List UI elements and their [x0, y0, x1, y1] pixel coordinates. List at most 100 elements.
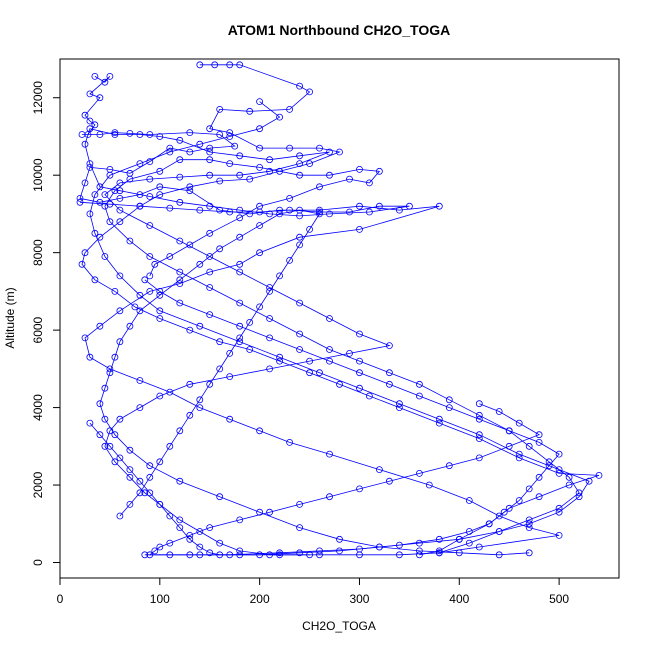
- data-point: [196, 260, 204, 268]
- data-point: [246, 318, 254, 326]
- data-point: [276, 272, 284, 280]
- data-point: [395, 541, 403, 549]
- data-point: [465, 497, 473, 504]
- data-point: [336, 547, 343, 555]
- data-point: [276, 549, 284, 557]
- data-point: [306, 551, 314, 559]
- data-point: [166, 144, 174, 152]
- data-point: [395, 551, 403, 559]
- data-point: [176, 136, 184, 144]
- data-point: [101, 415, 109, 423]
- data-point: [375, 466, 383, 474]
- data-point: [116, 415, 124, 423]
- data-point: [266, 508, 274, 516]
- data-point: [91, 121, 99, 129]
- data-series: [96, 206, 533, 559]
- data-point: [136, 477, 144, 485]
- data-point: [356, 225, 363, 233]
- data-point: [356, 165, 363, 173]
- data-point: [206, 380, 214, 388]
- data-point: [206, 144, 214, 152]
- data-point: [405, 202, 413, 210]
- data-point: [146, 489, 154, 497]
- data-point: [156, 133, 164, 140]
- data-point: [356, 357, 363, 365]
- data-point: [101, 191, 109, 199]
- data-point: [296, 241, 304, 249]
- data-point: [435, 415, 443, 423]
- data-point: [296, 171, 304, 179]
- data-point: [91, 73, 99, 80]
- data-series: [76, 125, 413, 559]
- data-point: [211, 61, 219, 69]
- data-point: [96, 183, 104, 191]
- data-point: [276, 353, 284, 361]
- data-point: [126, 473, 134, 481]
- data-point: [176, 173, 184, 181]
- data-point: [515, 450, 523, 458]
- data-point: [146, 193, 154, 200]
- data-point: [116, 454, 124, 462]
- data-point: [116, 206, 124, 214]
- data-series: [101, 156, 583, 557]
- data-point: [156, 458, 164, 466]
- data-point: [236, 152, 244, 160]
- data-point: [395, 400, 403, 408]
- data-point: [525, 524, 533, 531]
- data-point: [435, 202, 443, 210]
- series-line: [81, 64, 600, 556]
- data-point: [296, 330, 304, 338]
- data-point: [176, 156, 184, 164]
- data-point: [216, 338, 224, 346]
- data-point: [111, 353, 119, 361]
- series-line: [144, 279, 560, 556]
- x-tick-label: 400: [449, 592, 469, 606]
- data-point: [500, 508, 508, 516]
- data-point: [306, 88, 314, 96]
- data-point: [226, 160, 234, 168]
- data-point: [116, 338, 124, 346]
- data-point: [435, 535, 443, 543]
- chart-title: ATOM1 Northbound CH2O_TOGA: [228, 22, 450, 38]
- data-point: [146, 272, 154, 280]
- data-point: [346, 208, 353, 216]
- data-point: [356, 485, 363, 493]
- data-point: [136, 404, 144, 412]
- data-point: [226, 373, 234, 381]
- data-point: [495, 528, 503, 535]
- data-point: [81, 140, 89, 148]
- data-point: [111, 129, 119, 137]
- x-axis: 0 100 200 300 400 500: [57, 577, 569, 606]
- data-point: [176, 280, 184, 288]
- data-point: [336, 148, 343, 156]
- data-point: [296, 82, 304, 90]
- data-point: [136, 202, 144, 210]
- data-point: [146, 175, 154, 183]
- data-point: [316, 144, 323, 152]
- data-point: [415, 380, 423, 388]
- data-point: [515, 419, 523, 427]
- data-point: [525, 516, 533, 524]
- data-point: [126, 466, 134, 474]
- data-point: [206, 148, 214, 156]
- data-point: [216, 106, 224, 113]
- x-tick-label: 0: [57, 592, 64, 606]
- data-point: [336, 535, 343, 543]
- data-point: [96, 322, 104, 330]
- data-point: [166, 148, 174, 156]
- data-point: [176, 276, 184, 284]
- data-point: [196, 322, 204, 330]
- data-point: [435, 419, 443, 427]
- data-point: [136, 377, 144, 384]
- data-point: [106, 73, 114, 80]
- data-point: [535, 438, 543, 446]
- data-point: [525, 442, 533, 450]
- data-point: [256, 551, 264, 559]
- data-point: [136, 291, 144, 299]
- y-axis: 0 2000 4000 6000 8000 10000 12000: [31, 81, 61, 566]
- data-point: [495, 551, 503, 559]
- data-point: [206, 284, 214, 291]
- data-point: [116, 307, 124, 315]
- data-point: [86, 353, 94, 361]
- data-point: [326, 357, 333, 365]
